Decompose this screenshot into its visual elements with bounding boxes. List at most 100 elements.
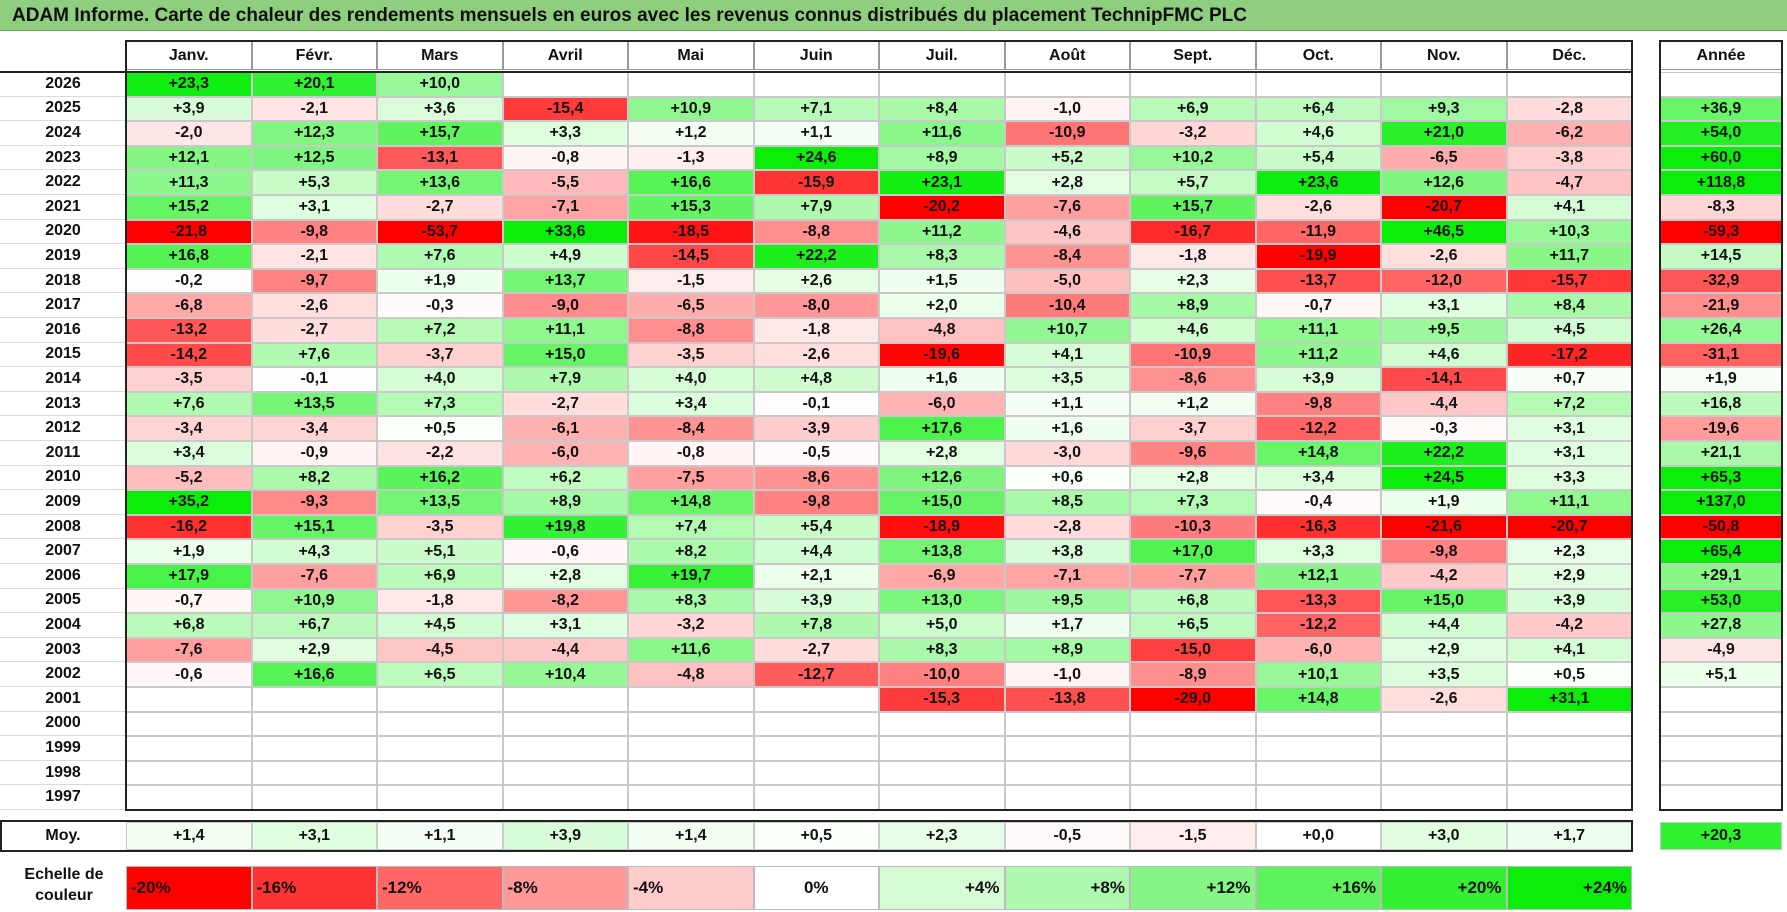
heatmap-cell: +6,8 [126, 613, 252, 638]
heatmap-cell [1130, 72, 1256, 97]
heatmap-cell: +5,2 [1004, 145, 1130, 171]
heatmap-cell: -12,2 [1255, 416, 1381, 441]
month-header: Oct. [1255, 41, 1381, 70]
heatmap-cell [1004, 72, 1130, 97]
heatmap-cell: -14,5 [628, 244, 754, 269]
month-header: Avril [502, 41, 628, 70]
heatmap-cell: +7,9 [502, 367, 628, 392]
heatmap-cell [502, 72, 628, 97]
heatmap-cell: -2,7 [251, 318, 377, 343]
heatmap-cell: -3,4 [126, 416, 252, 441]
heatmap-cell: +21,0 [1381, 121, 1507, 146]
annual-cell: +65,3 [1660, 465, 1782, 491]
annual-cell: +29,1 [1660, 564, 1782, 589]
year-label: 1998 [0, 760, 126, 786]
year-label: 2011 [0, 441, 126, 466]
heatmap-cell: -1,8 [753, 318, 879, 343]
heatmap-cell: -6,8 [126, 293, 252, 318]
heatmap-cell: +11,2 [1255, 342, 1381, 368]
annual-cell: +137,0 [1660, 490, 1782, 515]
year-label: 1999 [0, 736, 126, 761]
heatmap-cell: +8,9 [879, 145, 1005, 171]
heatmap-cell: +4,6 [1130, 318, 1256, 343]
heatmap-cell [126, 687, 252, 712]
heatmap-cell: +6,9 [1130, 96, 1256, 122]
year-label: 2015 [0, 342, 126, 368]
heatmap-cell: +17,0 [1130, 539, 1256, 564]
heatmap-cell [377, 736, 503, 761]
heatmap-cell [628, 760, 754, 786]
heatmap-cell: +7,3 [377, 391, 503, 417]
year-label: 1997 [0, 785, 126, 810]
color-scale-swatch: -12% [377, 866, 503, 910]
heatmap-cell: -10,0 [879, 662, 1005, 687]
heatmap-cell: +16,6 [628, 170, 754, 195]
heatmap-cell: +6,4 [1255, 96, 1381, 122]
month-header: Sept. [1130, 41, 1256, 70]
heatmap-cell [753, 711, 879, 737]
heatmap-cell: +12,3 [251, 121, 377, 146]
year-label: 2001 [0, 687, 126, 712]
heatmap-cell: +2,9 [251, 637, 377, 663]
heatmap-cell: +8,2 [251, 465, 377, 491]
heatmap-cell: +14,8 [1255, 441, 1381, 466]
heatmap-cell: -6,0 [502, 441, 628, 466]
heatmap-cell [1381, 72, 1507, 97]
heatmap-cell [1255, 760, 1381, 786]
heatmap-cell: -2,7 [753, 637, 879, 663]
heatmap-cell: -2,6 [1255, 195, 1381, 220]
color-scale-swatch: +8% [1004, 866, 1130, 910]
heatmap-cell: +7,1 [753, 96, 879, 122]
heatmap-cell: -9,8 [251, 219, 377, 245]
heatmap-cell: -19,6 [879, 342, 1005, 368]
heatmap-cell: +3,4 [1255, 465, 1381, 491]
heatmap-cell: +4,6 [1381, 342, 1507, 368]
heatmap-cell [1004, 736, 1130, 761]
heatmap-cell: +11,1 [1506, 490, 1632, 515]
heatmap-cell: -3,4 [251, 416, 377, 441]
heatmap-cell: +10,7 [1004, 318, 1130, 343]
heatmap-cell: +7,2 [377, 318, 503, 343]
year-label: 2023 [0, 145, 126, 171]
heatmap-cell: +7,8 [753, 613, 879, 638]
heatmap-cell: -6,0 [1255, 637, 1381, 663]
heatmap-cell: -3,7 [377, 342, 503, 368]
heatmap-cell [1381, 711, 1507, 737]
heatmap-cell: +15,2 [126, 195, 252, 220]
annual-cell: -50,8 [1660, 514, 1782, 540]
heatmap-cell: +3,1 [251, 195, 377, 220]
average-cell: +1,4 [628, 822, 754, 850]
heatmap-cell: +3,8 [1004, 539, 1130, 564]
heatmap-cell: -13,2 [126, 318, 252, 343]
heatmap-cell: +3,5 [1004, 367, 1130, 392]
heatmap-cell: +5,4 [753, 514, 879, 540]
heatmap-cell: +1,5 [879, 268, 1005, 294]
heatmap-cell: +2,6 [753, 268, 879, 294]
annual-cell [1660, 687, 1782, 712]
heatmap-cell: -8,6 [1130, 367, 1256, 392]
heatmap-cell: -19,9 [1255, 244, 1381, 269]
heatmap-cell: +4,8 [753, 367, 879, 392]
heatmap-cell: +10,2 [1130, 145, 1256, 171]
annual-cell: +27,8 [1660, 613, 1782, 638]
heatmap-cell: +0,7 [1506, 367, 1632, 392]
heatmap-cell: +1,6 [1004, 416, 1130, 441]
heatmap-cell: +5,0 [879, 613, 1005, 638]
heatmap-cell [1506, 72, 1632, 97]
average-cell: +0,0 [1255, 822, 1381, 850]
heatmap-cell: +1,9 [126, 539, 252, 564]
heatmap-cell [1004, 760, 1130, 786]
annual-cell: +53,0 [1660, 588, 1782, 614]
year-label: 2008 [0, 514, 126, 540]
heatmap-cell: -5,5 [502, 170, 628, 195]
heatmap-cell: -2,0 [126, 121, 252, 146]
month-header: Juin [753, 41, 879, 70]
heatmap-cell: -18,9 [879, 514, 1005, 540]
heatmap-cell: +3,1 [502, 613, 628, 638]
heatmap-cell: -9,8 [1255, 391, 1381, 417]
heatmap-cell [753, 72, 879, 97]
annual-cell [1660, 760, 1782, 786]
heatmap-cell [1381, 760, 1507, 786]
heatmap-cell: +10,4 [502, 662, 628, 687]
heatmap-cell [879, 711, 1005, 737]
